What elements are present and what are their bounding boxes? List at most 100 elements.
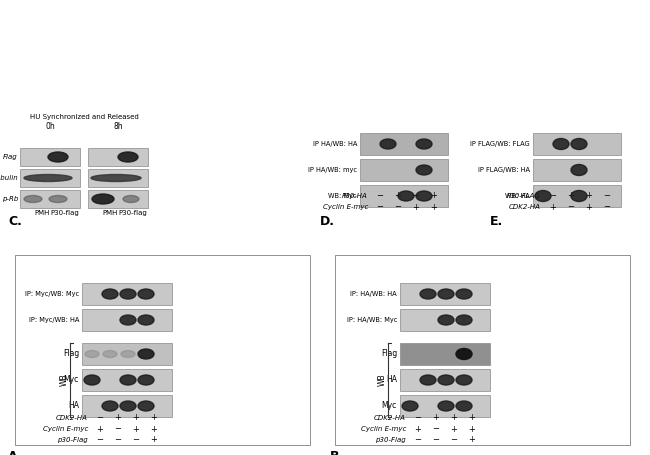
Text: WB: Myc: WB: Myc bbox=[328, 193, 357, 199]
FancyBboxPatch shape bbox=[88, 190, 148, 208]
Text: −: − bbox=[96, 435, 103, 445]
Text: Myc: Myc bbox=[64, 375, 79, 384]
Text: +: + bbox=[469, 414, 475, 423]
FancyBboxPatch shape bbox=[533, 185, 621, 207]
Text: +: + bbox=[415, 425, 421, 434]
FancyBboxPatch shape bbox=[88, 169, 148, 187]
Text: Cyclin E-myc: Cyclin E-myc bbox=[322, 204, 368, 210]
Text: β-tubulin: β-tubulin bbox=[0, 175, 18, 181]
Ellipse shape bbox=[24, 175, 72, 182]
Text: C.: C. bbox=[8, 215, 22, 228]
Text: CDK2-HA: CDK2-HA bbox=[374, 415, 406, 421]
Ellipse shape bbox=[398, 191, 414, 201]
Ellipse shape bbox=[553, 138, 569, 150]
Ellipse shape bbox=[420, 375, 436, 385]
Text: −: − bbox=[549, 192, 556, 201]
Ellipse shape bbox=[438, 315, 454, 325]
Ellipse shape bbox=[380, 139, 396, 149]
Text: P30-HA: P30-HA bbox=[343, 193, 368, 199]
FancyBboxPatch shape bbox=[20, 148, 80, 166]
Ellipse shape bbox=[438, 375, 454, 385]
FancyBboxPatch shape bbox=[20, 169, 80, 187]
Ellipse shape bbox=[120, 315, 136, 325]
Ellipse shape bbox=[438, 401, 454, 411]
Text: +: + bbox=[469, 435, 475, 445]
Text: −: − bbox=[376, 192, 384, 201]
Text: +: + bbox=[567, 192, 575, 201]
Text: −: − bbox=[603, 192, 610, 201]
Text: p30-Flag: p30-Flag bbox=[57, 437, 88, 443]
Text: HA: HA bbox=[68, 401, 79, 410]
FancyBboxPatch shape bbox=[400, 395, 490, 417]
Text: Cyclin E-myc: Cyclin E-myc bbox=[43, 426, 88, 432]
Ellipse shape bbox=[85, 350, 99, 358]
Text: IP HA/WB: myc: IP HA/WB: myc bbox=[308, 167, 357, 173]
Text: +: + bbox=[549, 202, 556, 212]
Text: −: − bbox=[395, 202, 402, 212]
Ellipse shape bbox=[571, 191, 587, 202]
Text: WB: WB bbox=[378, 374, 387, 386]
Text: +: + bbox=[151, 414, 157, 423]
Text: HA: HA bbox=[386, 375, 397, 384]
Text: −: − bbox=[96, 414, 103, 423]
Ellipse shape bbox=[571, 138, 587, 150]
Text: HU Synchronized and Released: HU Synchronized and Released bbox=[30, 114, 138, 120]
Text: −: − bbox=[114, 425, 122, 434]
Ellipse shape bbox=[24, 196, 42, 202]
FancyBboxPatch shape bbox=[533, 133, 621, 155]
Text: Flag: Flag bbox=[381, 349, 397, 359]
Text: +: + bbox=[114, 414, 122, 423]
Text: −: − bbox=[567, 202, 575, 212]
FancyBboxPatch shape bbox=[82, 369, 172, 391]
Text: Flag: Flag bbox=[63, 349, 79, 359]
Text: −: − bbox=[413, 192, 419, 201]
Text: +: + bbox=[430, 192, 437, 201]
Text: +: + bbox=[395, 192, 402, 201]
Text: −: − bbox=[450, 435, 458, 445]
Text: P30-FLAG: P30-FLAG bbox=[507, 193, 541, 199]
Ellipse shape bbox=[535, 191, 551, 202]
Ellipse shape bbox=[402, 401, 418, 411]
Text: IP: HA/WB: Myc: IP: HA/WB: Myc bbox=[346, 317, 397, 323]
Text: −: − bbox=[415, 414, 421, 423]
FancyBboxPatch shape bbox=[82, 309, 172, 331]
Text: PMH: PMH bbox=[102, 210, 118, 216]
Text: Cyclin E-myc: Cyclin E-myc bbox=[361, 426, 406, 432]
Text: IP: Myc/WB: HA: IP: Myc/WB: HA bbox=[29, 317, 79, 323]
Text: +: + bbox=[151, 425, 157, 434]
Text: Myc: Myc bbox=[382, 401, 397, 410]
Text: −: − bbox=[432, 425, 439, 434]
Ellipse shape bbox=[138, 289, 154, 299]
Ellipse shape bbox=[138, 349, 154, 359]
Text: +: + bbox=[97, 425, 103, 434]
Text: Flag: Flag bbox=[3, 154, 18, 160]
Text: CDK2-HA: CDK2-HA bbox=[56, 415, 88, 421]
Text: WB: WB bbox=[60, 374, 68, 386]
Ellipse shape bbox=[120, 375, 136, 385]
Text: 8h: 8h bbox=[113, 122, 123, 131]
Text: PMH: PMH bbox=[34, 210, 49, 216]
FancyBboxPatch shape bbox=[533, 159, 621, 181]
Ellipse shape bbox=[138, 401, 154, 411]
Text: B.: B. bbox=[330, 450, 344, 455]
Text: +: + bbox=[432, 414, 439, 423]
Text: IP: Myc/WB: Myc: IP: Myc/WB: Myc bbox=[25, 291, 79, 297]
Ellipse shape bbox=[102, 289, 118, 299]
Text: D.: D. bbox=[320, 215, 335, 228]
FancyBboxPatch shape bbox=[400, 309, 490, 331]
Text: +: + bbox=[413, 202, 419, 212]
Ellipse shape bbox=[456, 349, 472, 359]
FancyBboxPatch shape bbox=[20, 190, 80, 208]
Text: P30-flag: P30-flag bbox=[51, 210, 79, 216]
Text: A.: A. bbox=[8, 450, 23, 455]
Text: 0h: 0h bbox=[45, 122, 55, 131]
Ellipse shape bbox=[416, 139, 432, 149]
Ellipse shape bbox=[103, 350, 117, 358]
FancyBboxPatch shape bbox=[360, 185, 448, 207]
Text: IP FLAG/WB: FLAG: IP FLAG/WB: FLAG bbox=[471, 141, 530, 147]
Ellipse shape bbox=[571, 165, 587, 176]
Ellipse shape bbox=[456, 315, 472, 325]
Ellipse shape bbox=[420, 289, 436, 299]
Ellipse shape bbox=[120, 289, 136, 299]
Ellipse shape bbox=[91, 175, 141, 182]
